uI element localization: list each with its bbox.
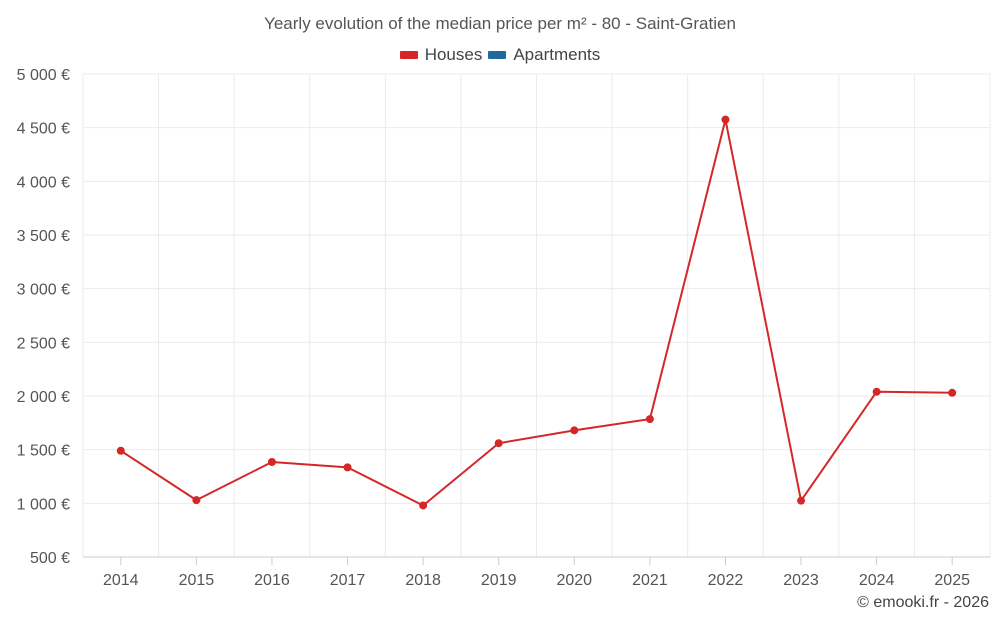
x-tick-label: 2016 xyxy=(254,572,290,589)
chart-title: Yearly evolution of the median price per… xyxy=(264,14,736,33)
y-tick-label: 2 000 € xyxy=(17,389,70,406)
y-tick-label: 500 € xyxy=(30,550,70,567)
data-point-2018[interactable] xyxy=(419,501,428,510)
x-tick-label: 2015 xyxy=(179,572,215,589)
y-tick-label: 3 500 € xyxy=(17,228,70,245)
y-tick-label: 3 000 € xyxy=(17,282,70,299)
data-point-2022[interactable] xyxy=(721,115,730,124)
x-tick-label: 2020 xyxy=(556,572,592,589)
data-point-2015[interactable] xyxy=(192,496,201,505)
legend: Houses Apartments xyxy=(0,45,1000,65)
x-tick-label: 2021 xyxy=(632,572,668,589)
data-point-2021[interactable] xyxy=(645,415,654,424)
data-point-2016[interactable] xyxy=(267,458,276,467)
x-tick-label: 2024 xyxy=(859,572,895,589)
data-point-2020[interactable] xyxy=(570,426,579,435)
data-point-2014[interactable] xyxy=(116,446,125,455)
x-tick-label: 2023 xyxy=(783,572,819,589)
x-tick-label: 2014 xyxy=(103,572,139,589)
x-tick-label: 2025 xyxy=(934,572,970,589)
y-tick-label: 2 500 € xyxy=(17,335,70,352)
legend-label-houses: Houses xyxy=(424,45,483,64)
legend-item-houses[interactable]: Houses xyxy=(399,45,483,65)
series-houses xyxy=(116,115,957,510)
data-point-2025[interactable] xyxy=(948,388,957,397)
x-tick-label: 2022 xyxy=(708,572,744,589)
x-tick-label: 2017 xyxy=(330,572,366,589)
x-tick-label: 2018 xyxy=(405,572,441,589)
gridlines xyxy=(82,73,991,557)
data-point-2024[interactable] xyxy=(872,387,881,396)
y-tick-label: 5 000 € xyxy=(17,67,70,84)
legend-swatch-apartments xyxy=(488,51,507,59)
y-tick-label: 1 500 € xyxy=(17,443,70,460)
series-line-houses xyxy=(120,118,953,507)
legend-item-apartments[interactable]: Apartments xyxy=(488,45,600,65)
legend-label-apartments: Apartments xyxy=(513,45,601,64)
legend-swatch-houses xyxy=(399,51,418,59)
data-point-2017[interactable] xyxy=(343,463,352,472)
y-tick-label: 1 000 € xyxy=(17,496,70,513)
axes: 500 € 1 000 € 1 500 € 2 000 € 2 500 € 3 000 €… xyxy=(17,67,990,589)
y-tick-label: 4 000 € xyxy=(17,174,70,191)
y-tick-label: 4 500 € xyxy=(17,121,70,138)
credit-text: © emooki.fr - 2026 xyxy=(857,594,989,611)
data-point-2019[interactable] xyxy=(494,439,503,448)
data-point-2023[interactable] xyxy=(797,496,806,505)
x-tick-label: 2019 xyxy=(481,572,517,589)
